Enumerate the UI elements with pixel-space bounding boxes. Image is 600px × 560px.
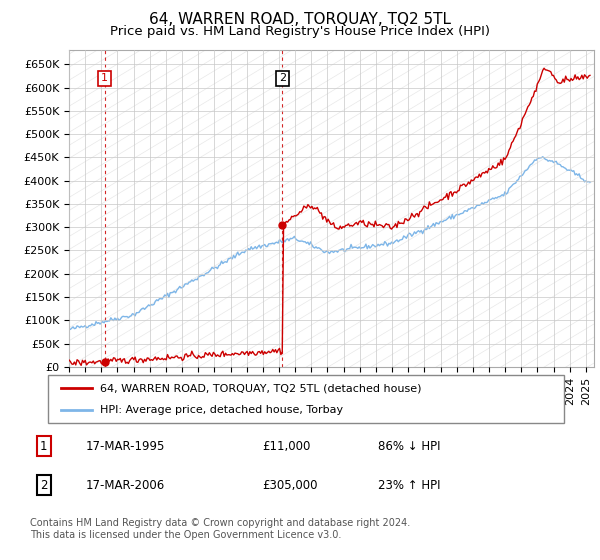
- Text: 17-MAR-1995: 17-MAR-1995: [85, 440, 164, 453]
- Text: 23% ↑ HPI: 23% ↑ HPI: [378, 479, 440, 492]
- Text: 86% ↓ HPI: 86% ↓ HPI: [378, 440, 440, 453]
- Text: 64, WARREN ROAD, TORQUAY, TQ2 5TL (detached house): 64, WARREN ROAD, TORQUAY, TQ2 5TL (detac…: [100, 383, 421, 393]
- Text: 17-MAR-2006: 17-MAR-2006: [85, 479, 164, 492]
- Text: 2: 2: [40, 479, 47, 492]
- Text: 2: 2: [279, 73, 286, 83]
- FancyBboxPatch shape: [48, 375, 564, 423]
- Text: £305,000: £305,000: [262, 479, 317, 492]
- Text: 64, WARREN ROAD, TORQUAY, TQ2 5TL: 64, WARREN ROAD, TORQUAY, TQ2 5TL: [149, 12, 451, 27]
- Text: Contains HM Land Registry data © Crown copyright and database right 2024.
This d: Contains HM Land Registry data © Crown c…: [30, 518, 410, 540]
- Text: 1: 1: [101, 73, 108, 83]
- Text: HPI: Average price, detached house, Torbay: HPI: Average price, detached house, Torb…: [100, 405, 343, 415]
- Text: 1: 1: [40, 440, 47, 453]
- Text: Price paid vs. HM Land Registry's House Price Index (HPI): Price paid vs. HM Land Registry's House …: [110, 25, 490, 38]
- Text: £11,000: £11,000: [262, 440, 310, 453]
